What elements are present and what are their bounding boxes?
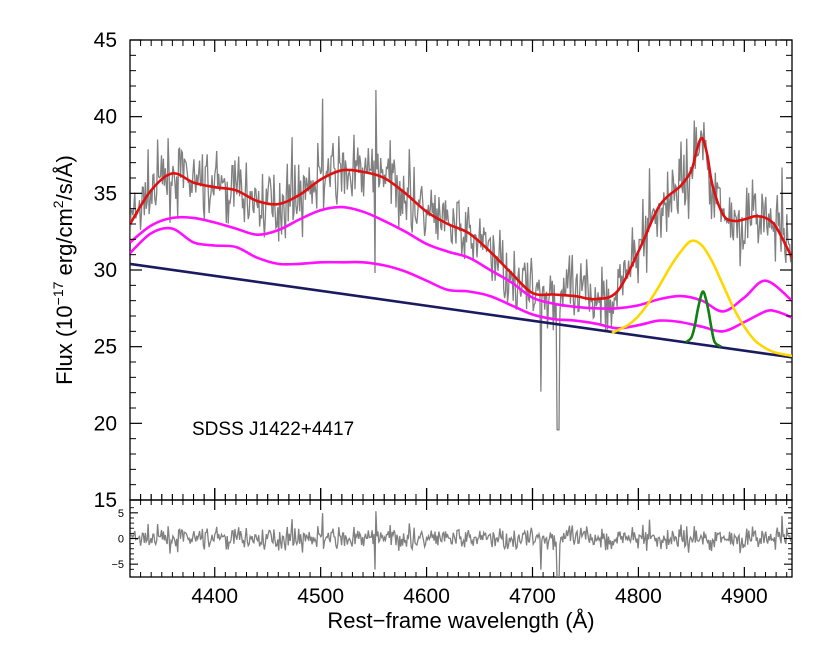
y-axis-title: Flux (10−17 erg/cm2/s/Å) [50, 155, 77, 385]
y-axis-title-exp2: 2 [50, 200, 66, 208]
x-tick-label: 4500 [297, 585, 344, 608]
narrow-h-line [685, 290, 722, 348]
tick-layer: 4400 4500 4600 4700 4800 4900 15 20 25 30 35 40 45 −5… [94, 29, 792, 608]
spectrum-layer [130, 89, 792, 431]
model-layer [130, 136, 792, 359]
fe-ii-template-upper-line [130, 205, 792, 313]
x-tick-label: 4600 [403, 585, 450, 608]
observed-spectrum-line [130, 89, 792, 431]
x-tick-label: 4800 [615, 585, 662, 608]
y-tick-label: 35 [94, 182, 117, 205]
residual-line [130, 511, 792, 577]
y-tick-label: 45 [94, 29, 117, 52]
y-tick-label: 20 [94, 412, 117, 435]
x-tick-label: 4900 [721, 585, 768, 608]
y-axis-title-exp1: −17 [50, 281, 66, 305]
residual-y-tick-label: −5 [111, 559, 124, 571]
residual-y-tick-label: 0 [118, 534, 124, 546]
total-fit-line [130, 136, 792, 301]
y-axis-title-mid: erg/cm [52, 208, 77, 281]
residual-y-tick-label: 5 [118, 508, 124, 520]
y-tick-label: 15 [94, 489, 117, 512]
x-axis-title: Rest−frame wavelength (Å) [327, 608, 594, 633]
x-tick-label: 4700 [509, 585, 556, 608]
y-tick-label: 40 [94, 106, 117, 129]
object-annotation: SDSS J1422+4417 [192, 419, 354, 440]
continuum-line [130, 262, 792, 359]
x-tick-label: 4400 [191, 585, 238, 608]
y-tick-label: 30 [94, 259, 117, 282]
broad-h-line [611, 239, 792, 358]
residual-layer [130, 511, 792, 577]
y-tick-label: 25 [94, 336, 117, 359]
y-axis-title-suffix: /s/Å) [52, 155, 77, 200]
y-axis-title-prefix: Flux (10 [52, 305, 77, 384]
